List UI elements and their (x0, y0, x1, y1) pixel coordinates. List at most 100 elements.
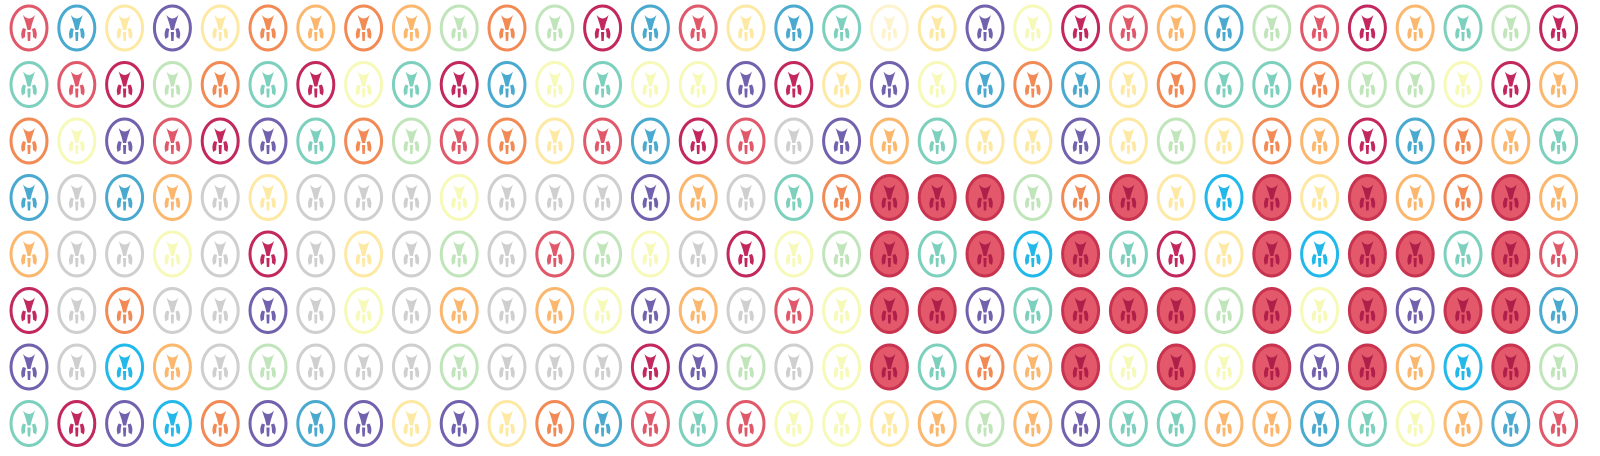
brain-icon (917, 117, 957, 165)
brain-icon (57, 400, 97, 447)
brain-icon (917, 400, 957, 447)
brain-icon (1108, 174, 1148, 221)
brain-icon (152, 61, 192, 108)
brain-icon (1108, 400, 1148, 447)
brain-icon (439, 174, 479, 221)
brain-icon (1204, 230, 1244, 278)
brain-icon (678, 117, 718, 165)
brain-icon (105, 117, 145, 165)
brain-icon (439, 4, 479, 52)
brain-icon (296, 4, 336, 52)
brain-icon (391, 61, 431, 108)
brain-icon (583, 400, 623, 447)
brain-icon (630, 174, 670, 221)
brain-icon (1013, 287, 1053, 334)
brain-icon (1108, 343, 1148, 391)
brain-icon (1395, 4, 1435, 52)
brain-icon (344, 230, 384, 278)
brain-icon (1156, 4, 1196, 52)
brain-icon (1443, 343, 1483, 391)
brain-icon (1108, 230, 1148, 278)
brain-icon (1156, 287, 1196, 334)
brain-icon (487, 230, 527, 278)
brain-icon (1395, 174, 1435, 221)
brain-icon (630, 287, 670, 334)
brain-icon (1252, 230, 1292, 278)
brain-icon (1013, 4, 1053, 52)
brain-icon (1347, 4, 1387, 52)
brain-icon (344, 287, 384, 334)
brain-icon (200, 117, 240, 165)
brain-icon (1013, 343, 1053, 391)
brain-icon (630, 117, 670, 165)
brain-icon (965, 400, 1005, 447)
brain-icon (1539, 343, 1579, 391)
brain-icon (200, 174, 240, 221)
brain-icon (774, 400, 814, 447)
brain-icon (726, 343, 766, 391)
brain-icon (535, 174, 575, 221)
brain-icon (1204, 343, 1244, 391)
brain-icon (105, 343, 145, 391)
brain-icon (1061, 4, 1101, 52)
brain-icon (822, 117, 862, 165)
brain-icon (200, 400, 240, 447)
brain-icon (1395, 287, 1435, 334)
brain-icon (1300, 61, 1340, 108)
brain-icon (774, 230, 814, 278)
brain-icon (678, 400, 718, 447)
brain-icon (344, 400, 384, 447)
brain-icon (9, 61, 49, 108)
brain-icon (917, 174, 957, 221)
brain-icon (1156, 230, 1196, 278)
brain-icon (1443, 117, 1483, 165)
brain-icon (391, 230, 431, 278)
brain-icon (487, 61, 527, 108)
brain-icon (1013, 117, 1053, 165)
brain-icon (1443, 287, 1483, 334)
brain-icon (1395, 61, 1435, 108)
brain-icon (535, 287, 575, 334)
brain-icon (1443, 400, 1483, 447)
brain-icon (822, 230, 862, 278)
brain-icon (439, 117, 479, 165)
brain-icon (917, 4, 957, 52)
brain-icon (200, 287, 240, 334)
brain-icon (822, 61, 862, 108)
brain-icon (1395, 117, 1435, 165)
brain-icon (965, 117, 1005, 165)
brain-icon (57, 230, 97, 278)
brain-icon (583, 61, 623, 108)
brain-icon (1300, 4, 1340, 52)
brain-icon (57, 287, 97, 334)
brain-icon (917, 343, 957, 391)
brain-icon (296, 400, 336, 447)
brain-icon (1061, 117, 1101, 165)
brain-icon (965, 287, 1005, 334)
brain-icon (535, 61, 575, 108)
brain-icon (1300, 343, 1340, 391)
brain-icon (391, 174, 431, 221)
brain-icon (105, 4, 145, 52)
brain-icon (869, 287, 909, 334)
brain-icon (1204, 174, 1244, 221)
brain-icon (152, 4, 192, 52)
brain-icon (774, 343, 814, 391)
brain-icon (152, 174, 192, 221)
brain-icon (774, 117, 814, 165)
brain-icon (1061, 287, 1101, 334)
brain-icon (869, 117, 909, 165)
brain-icon (9, 343, 49, 391)
brain-icon (1300, 117, 1340, 165)
brain-icon (583, 117, 623, 165)
brain-icon (1204, 400, 1244, 447)
brain-icon (9, 117, 49, 165)
brain-icon (487, 287, 527, 334)
brain-icon (1347, 117, 1387, 165)
brain-icon (1539, 230, 1579, 278)
brain-icon (1347, 343, 1387, 391)
brain-icon (1013, 61, 1053, 108)
brain-icon (535, 400, 575, 447)
brain-icon (105, 287, 145, 334)
brain-icon (630, 400, 670, 447)
